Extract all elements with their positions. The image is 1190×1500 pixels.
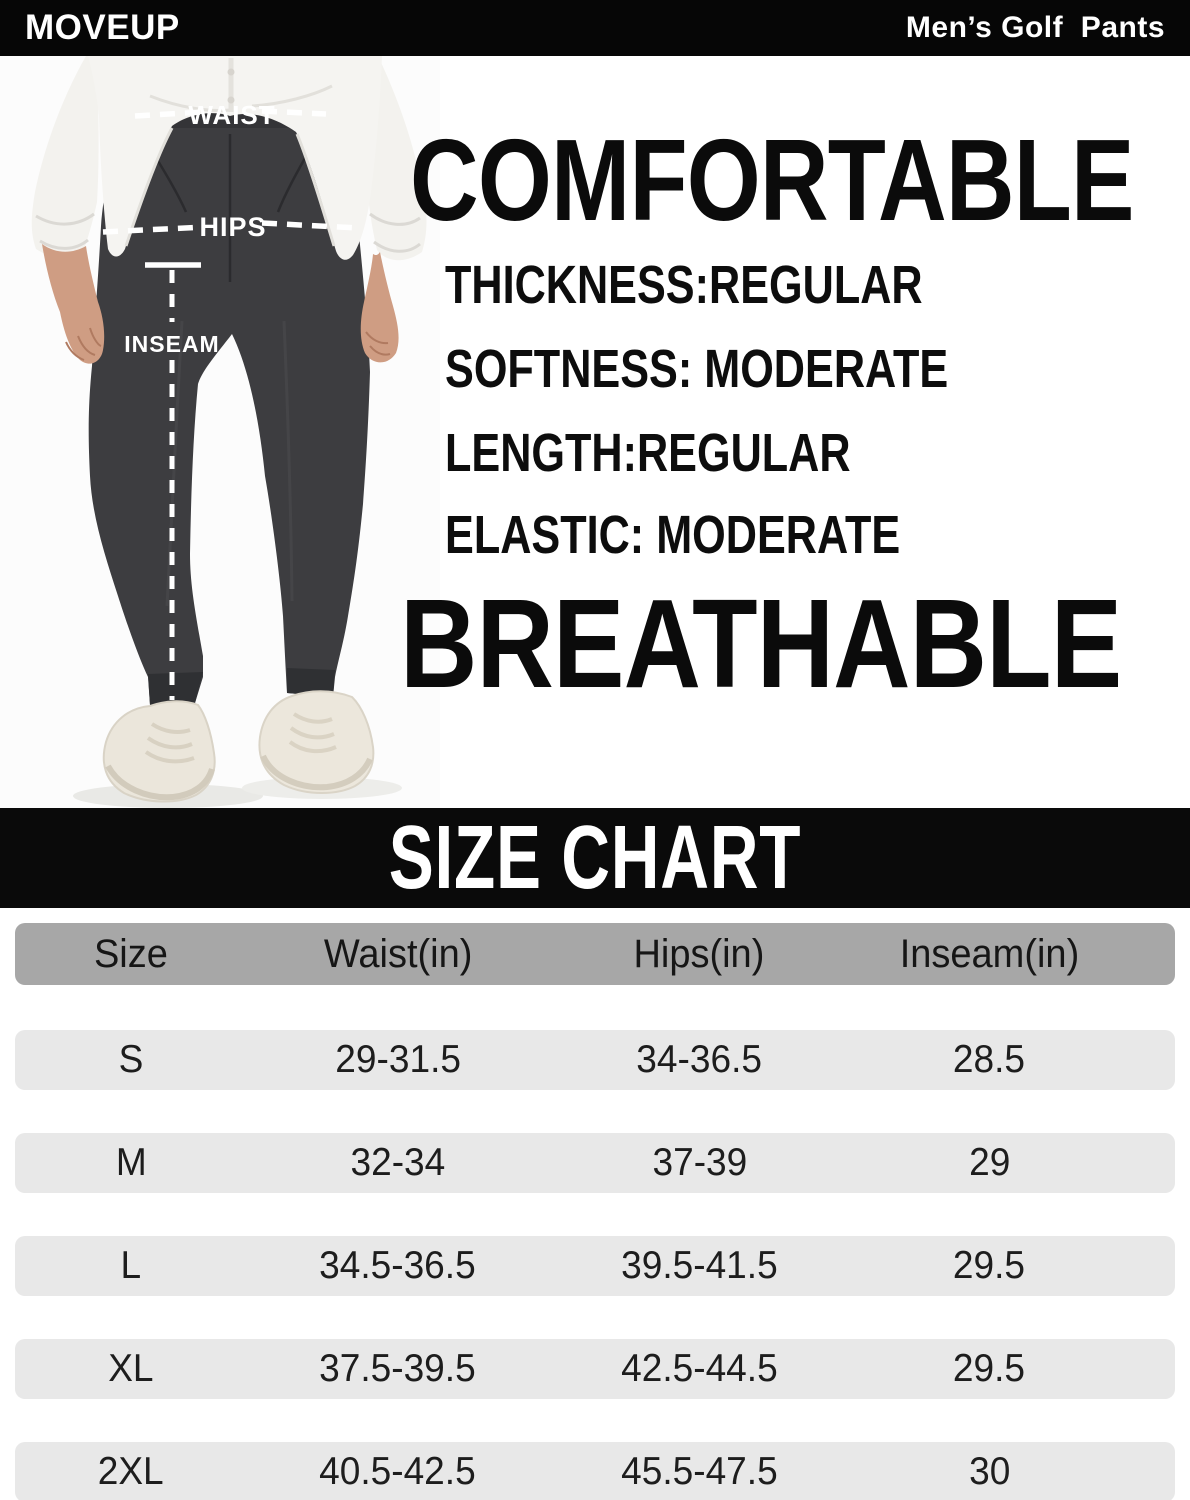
- model-figure-illustration: WAIST HIPS INSEAM: [0, 56, 440, 808]
- table-row-s: S 29-31.5 34-36.5 28.5: [15, 1030, 1175, 1090]
- inseam-value: 29.5: [953, 1244, 1026, 1287]
- column-header-size: Size: [94, 931, 168, 976]
- product-title: Men’s Golf Pants: [905, 11, 1165, 44]
- size-value: S: [118, 1038, 144, 1081]
- table-header-row: Size Waist(in) Hips(in) Inseam(in): [15, 923, 1175, 985]
- hero-section: WAIST HIPS INSEAM COMFORTABLE THICKNESS:…: [0, 56, 1190, 808]
- shirt-shape: [31, 56, 427, 261]
- waist-value: 32-34: [350, 1141, 446, 1184]
- table-row-l: L 34.5-36.5 39.5-41.5 29.5: [15, 1236, 1175, 1296]
- inseam-value: 29.5: [953, 1347, 1026, 1390]
- inseam-label: INSEAM: [124, 331, 219, 357]
- hips-label: HIPS: [199, 212, 266, 242]
- shoes: [102, 690, 375, 803]
- size-value: 2XL: [98, 1450, 164, 1493]
- inseam-value: 28.5: [953, 1038, 1026, 1081]
- waist-label: WAIST: [188, 100, 275, 130]
- hips-value: 34-36.5: [636, 1038, 763, 1081]
- brand-name: MOVEUP: [25, 8, 180, 47]
- table-row-xl: XL 37.5-39.5 42.5-44.5 29.5: [15, 1339, 1175, 1399]
- inseam-value: 30: [968, 1450, 1010, 1493]
- hips-value: 39.5-41.5: [621, 1244, 778, 1287]
- inseam-value: 29: [968, 1141, 1010, 1184]
- waist-dashed-line: [134, 108, 327, 119]
- hips-value: 42.5-44.5: [621, 1347, 778, 1390]
- column-header-waist: Waist(in): [323, 931, 473, 976]
- size-chart-banner: SIZE CHART: [0, 808, 1190, 908]
- waist-value: 37.5-39.5: [319, 1347, 477, 1390]
- column-header-hips: Hips(in): [633, 931, 765, 976]
- top-bar: MOVEUP Men’s Golf Pants: [0, 0, 1190, 56]
- hips-value: 45.5-47.5: [621, 1450, 778, 1493]
- waist-value: 40.5-42.5: [319, 1450, 477, 1493]
- table-row-2xl: 2XL 40.5-42.5 45.5-47.5 30: [15, 1442, 1175, 1500]
- feature-length: LENGTH:REGULAR: [445, 423, 851, 483]
- waist-value: 34.5-36.5: [319, 1244, 477, 1287]
- feature-elastic: ELASTIC: MODERATE: [445, 505, 901, 565]
- size-value: M: [115, 1141, 147, 1184]
- column-header-inseam: Inseam(in): [899, 931, 1080, 976]
- ankle-cuffs: [148, 668, 335, 705]
- measurement-annotations: WAIST HIPS INSEAM: [102, 100, 359, 700]
- hands: [42, 244, 399, 364]
- size-chart-table: Size Waist(in) Hips(in) Inseam(in) S 29-…: [0, 908, 1190, 1500]
- headline-comfortable: COMFORTABLE: [410, 115, 1134, 245]
- feature-thickness: THICKNESS:REGULAR: [445, 255, 923, 315]
- pants-shape: [88, 99, 371, 705]
- hips-dashed-line: [102, 220, 359, 235]
- size-chart-title: SIZE CHART: [388, 808, 802, 908]
- size-value: L: [120, 1244, 142, 1287]
- headline-breathable: BREATHABLE: [400, 573, 1122, 714]
- size-value: XL: [108, 1347, 154, 1390]
- waist-value: 29-31.5: [334, 1038, 461, 1081]
- hips-value: 37-39: [652, 1141, 747, 1184]
- feature-softness: SOFTNESS: MODERATE: [445, 339, 949, 399]
- table-row-m: M 32-34 37-39 29: [15, 1133, 1175, 1193]
